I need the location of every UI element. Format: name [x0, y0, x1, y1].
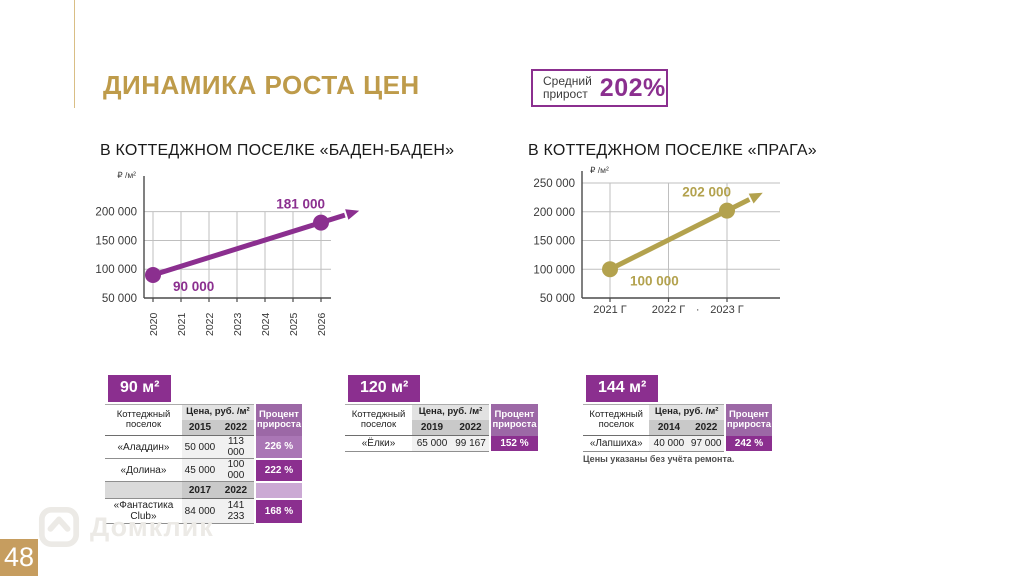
right-chart-title: В КОТТЕДЖНОМ ПОСЕЛКЕ «ПРАГА»	[528, 142, 817, 159]
svg-text:50 000: 50 000	[540, 293, 575, 305]
table-row: «Лапшиха» 40 000 97 000 242 %	[583, 435, 772, 453]
average-growth-value: 202%	[599, 73, 666, 102]
svg-text:100 000: 100 000	[630, 273, 679, 288]
percent-cell: 152 %	[489, 435, 538, 453]
svg-text:150 000: 150 000	[95, 235, 137, 247]
table-row: «Фантастика Club» 84 000 141 233 168 %	[105, 498, 302, 525]
svg-text:2024: 2024	[260, 312, 272, 336]
table-size-badge: 90 м²	[108, 375, 172, 402]
column-header-settlement: Коттеджный поселок	[583, 404, 650, 436]
year-header: 2015	[181, 420, 218, 436]
price-cell: 84 000	[181, 498, 218, 524]
svg-text:200 000: 200 000	[95, 207, 137, 219]
svg-text:90 000: 90 000	[173, 279, 214, 294]
percent-cell: 226 %	[253, 435, 302, 460]
left-chart-title: В КОТТЕДЖНОМ ПОСЕЛКЕ «БАДЕН-БАДЕН»	[100, 142, 455, 159]
price-table-90m2: 90 м² Коттеджный поселок Цена, руб. /м² …	[105, 375, 302, 525]
column-header-settlement: Коттеджный поселок	[105, 404, 182, 436]
year-header: 2014	[649, 420, 689, 436]
svg-text:₽ /м²: ₽ /м²	[590, 165, 609, 175]
column-header-percent: Процент прироста	[253, 404, 302, 436]
gold-accent-rule	[74, 0, 75, 108]
settlement-cell: «Фантастика Club»	[105, 498, 182, 524]
svg-text:2021: 2021	[176, 312, 188, 336]
svg-text:100 000: 100 000	[533, 264, 575, 276]
price-cell: 40 000	[649, 435, 689, 452]
price-cell: 100 000	[217, 458, 255, 482]
svg-text:2022 Г: 2022 Г	[652, 304, 686, 316]
page-title: ДИНАМИКА РОСТА ЦЕН	[103, 70, 420, 100]
table-size-badge: 144 м²	[586, 375, 659, 402]
praga-price-chart: 50 000 100 000 150 000 200 000 250 000 ₽ /м² 2…	[530, 165, 800, 320]
settlement-cell: «Ёлки»	[345, 435, 412, 452]
watermark-text: Домклик	[90, 511, 214, 542]
settlement-cell: «Долина»	[105, 458, 182, 482]
column-header-percent: Процент прироста	[723, 404, 772, 436]
price-cell: 45 000	[181, 458, 218, 482]
svg-text:2025: 2025	[288, 312, 300, 336]
svg-text:100 000: 100 000	[95, 264, 137, 276]
svg-text:2023 Г: 2023 Г	[710, 304, 744, 316]
settlement-cell: «Лапшиха»	[583, 435, 650, 452]
price-cell: 141 233	[217, 498, 255, 524]
domclick-logo-icon	[38, 506, 80, 548]
column-header-price: Цена, руб. /м²	[649, 404, 725, 420]
table-row: «Аладдин» 50 000 113 000 226 %	[105, 435, 302, 460]
percent-cell: 222 %	[253, 458, 302, 483]
price-cell: 99 167	[452, 435, 490, 452]
footnote: Цены указаны без учёта ремонта.	[583, 454, 735, 464]
column-header-price: Цена, руб. /м²	[412, 404, 490, 420]
svg-text:2021 Г: 2021 Г	[593, 304, 627, 316]
year-header: 2022	[217, 481, 255, 499]
year-header: 2022	[217, 420, 255, 436]
empty-percent-cell	[253, 481, 302, 500]
price-cell: 65 000	[412, 435, 452, 452]
watermark: Домклик	[38, 506, 214, 548]
svg-text:181 000: 181 000	[276, 197, 325, 212]
average-growth-badge: Средний прирост 202%	[531, 69, 668, 107]
year-header: 2022	[452, 420, 490, 436]
column-header-price: Цена, руб. /м²	[181, 404, 255, 420]
table-size-badge: 120 м²	[348, 375, 421, 402]
svg-text:2026: 2026	[316, 312, 328, 336]
svg-text:150 000: 150 000	[533, 236, 575, 248]
svg-text:₽ /м²: ₽ /м²	[117, 170, 136, 180]
year-header: 2017	[181, 481, 218, 499]
price-table-120m2: 120 м² Коттеджный поселок Цена, руб. /м²…	[345, 375, 538, 453]
table-row: «Ёлки» 65 000 99 167 152 %	[345, 435, 538, 453]
price-cell: 97 000	[688, 435, 725, 452]
page-number-badge: 48	[0, 539, 38, 576]
svg-text:2020: 2020	[148, 312, 160, 336]
price-table-144m2: 144 м² Коттеджный поселок Цена, руб. /м²…	[583, 375, 772, 453]
year-header: 2022	[688, 420, 725, 436]
table-row: «Долина» 45 000 100 000 222 %	[105, 458, 302, 483]
svg-text:2023: 2023	[232, 312, 244, 336]
svg-text:2022: 2022	[204, 312, 216, 336]
average-growth-label: Средний прирост	[543, 74, 592, 101]
svg-text:202 000: 202 000	[682, 185, 731, 200]
percent-cell: 168 %	[253, 498, 302, 525]
table-mid-year-row: 2017 2022	[105, 481, 302, 500]
year-header: 2019	[412, 420, 452, 436]
price-cell: 113 000	[217, 435, 255, 459]
empty-cell	[105, 481, 182, 499]
svg-text:·: ·	[696, 304, 700, 316]
settlement-cell: «Аладдин»	[105, 435, 182, 459]
svg-text:250 000: 250 000	[533, 178, 575, 190]
price-cell: 50 000	[181, 435, 218, 459]
column-header-settlement: Коттеджный поселок	[345, 404, 412, 436]
column-header-percent: Процент прироста	[489, 404, 538, 436]
svg-text:50 000: 50 000	[102, 293, 137, 305]
svg-text:200 000: 200 000	[533, 207, 575, 219]
percent-cell: 242 %	[723, 435, 772, 453]
baden-baden-price-chart: 50 000 100 000 150 000 200 000 ₽ /м² 2020 2021…	[95, 168, 361, 338]
